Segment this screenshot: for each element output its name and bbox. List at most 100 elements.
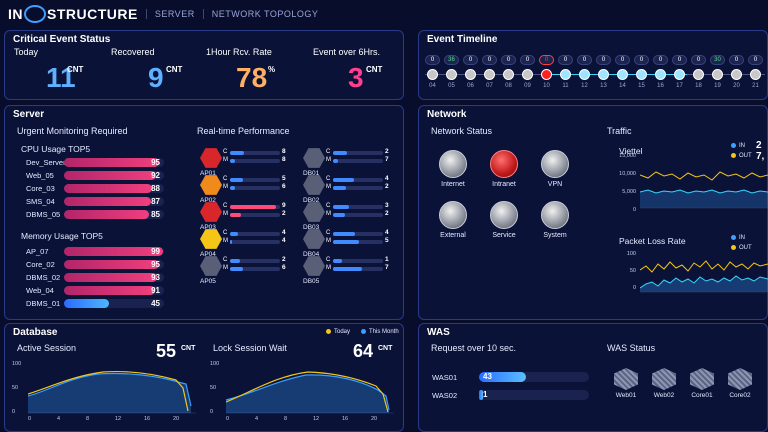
- timeline-dot[interactable]: [560, 69, 571, 80]
- was-server-web01[interactable]: Web01: [607, 368, 645, 399]
- timeline-count-badge[interactable]: 0: [672, 55, 687, 65]
- timeline-count-badge[interactable]: 0: [577, 55, 592, 65]
- mem-row[interactable]: Web_04 91: [26, 285, 171, 297]
- db-legend-month: This Month: [361, 329, 399, 335]
- server-status-hex-icon: [200, 175, 222, 195]
- was-server-web02[interactable]: Web02: [645, 368, 683, 399]
- realtime-server-ap01[interactable]: AP01 C 8 M 8: [200, 147, 295, 177]
- was-server-core01[interactable]: Core01: [683, 368, 721, 399]
- timeline-dot[interactable]: [427, 69, 438, 80]
- metric-label: M: [223, 211, 228, 217]
- lock-x-tick: 8: [284, 416, 288, 422]
- traffic-chart: [640, 171, 768, 209]
- realtime-server-ap04[interactable]: AP04 C 4 M 4: [200, 228, 295, 258]
- server-name: AP02: [200, 197, 216, 204]
- timeline-count-badge[interactable]: 0: [482, 55, 497, 65]
- mem-row[interactable]: Core_02 95: [26, 259, 171, 271]
- timeline-hour: 18: [695, 83, 702, 89]
- network-node-external[interactable]: External: [428, 201, 478, 239]
- timeline-dot[interactable]: [484, 69, 495, 80]
- metric-label: M: [223, 265, 228, 271]
- timeline-dot[interactable]: [693, 69, 704, 80]
- timeline-dot[interactable]: [579, 69, 590, 80]
- timeline-count-badge[interactable]: 0: [615, 55, 630, 65]
- timeline-dot[interactable]: [541, 69, 552, 80]
- bar-label: SMS_04: [26, 197, 55, 206]
- bar-value: 93: [151, 273, 160, 282]
- metric-value: 6: [282, 264, 286, 271]
- active-x-tick: 20: [173, 416, 180, 422]
- timeline-dot[interactable]: [465, 69, 476, 80]
- timeline-dot[interactable]: [598, 69, 609, 80]
- server-cube-icon: [728, 368, 752, 390]
- timeline-count-badge[interactable]: 0: [691, 55, 706, 65]
- timeline-hour: 07: [486, 83, 493, 89]
- timeline-count-badge[interactable]: 0: [558, 55, 573, 65]
- timeline-dot[interactable]: [522, 69, 533, 80]
- realtime-server-db04[interactable]: DB04 C 4 M 5: [303, 228, 398, 258]
- server-status-hex-icon: [200, 148, 222, 168]
- timeline-count-badge[interactable]: 0: [501, 55, 516, 65]
- timeline-hour: 14: [619, 83, 626, 89]
- mem-row[interactable]: AP_07 99: [26, 246, 171, 258]
- mem-row[interactable]: DBMS_02 93: [26, 272, 171, 284]
- realtime-server-db03[interactable]: DB03 C 3 M 2: [303, 201, 398, 231]
- realtime-server-db05[interactable]: DB05 C 1 M 7: [303, 255, 398, 285]
- timeline-dot[interactable]: [655, 69, 666, 80]
- timeline-dot[interactable]: [617, 69, 628, 80]
- nav-server[interactable]: SERVER: [145, 9, 195, 19]
- bar-fill: [64, 158, 159, 167]
- timeline-count-badge[interactable]: 0: [748, 55, 763, 65]
- timeline-dot[interactable]: [503, 69, 514, 80]
- timeline-count-badge[interactable]: 0: [425, 55, 440, 65]
- timeline-count-badge[interactable]: 0: [463, 55, 478, 65]
- traffic-line-out: [640, 171, 768, 181]
- was-request-row[interactable]: WAS01 43: [432, 371, 592, 383]
- server-name: DB03: [303, 224, 320, 231]
- cpu-row[interactable]: DBMS_05 85: [26, 209, 171, 221]
- network-node-system[interactable]: System: [530, 201, 580, 239]
- cpu-row[interactable]: Web_05 92: [26, 170, 171, 182]
- timeline-count-badge[interactable]: 0: [653, 55, 668, 65]
- timeline-count-badge[interactable]: 0: [729, 55, 744, 65]
- mem-row[interactable]: DBMS_01 45: [26, 298, 171, 310]
- timeline-dot[interactable]: [636, 69, 647, 80]
- timeline-count-badge[interactable]: 0: [520, 55, 535, 65]
- realtime-server-db01[interactable]: DB01 C 2 M 7: [303, 147, 398, 177]
- timeline-count-badge[interactable]: 0: [596, 55, 611, 65]
- realtime-server-ap03[interactable]: AP03 C 9 M 2: [200, 201, 295, 231]
- realtime-server-ap05[interactable]: AP05 C 2 M 6: [200, 255, 295, 285]
- timeline-count-badge[interactable]: 30: [710, 55, 725, 65]
- traffic-legend-out: OUT: [731, 153, 752, 159]
- timeline-dot[interactable]: [750, 69, 761, 80]
- network-node-internet[interactable]: Internet: [428, 150, 478, 188]
- realtime-server-ap02[interactable]: AP02 C 5 M 6: [200, 174, 295, 204]
- metric-track: [333, 151, 383, 155]
- metric-fill: [230, 186, 235, 190]
- bar-fill: [64, 197, 151, 206]
- timeline-count-badge[interactable]: 0: [539, 55, 554, 65]
- cpu-row[interactable]: Dev_Server 95: [26, 157, 171, 169]
- was-request-row[interactable]: WAS02 1: [432, 389, 592, 401]
- y-tick: 50: [629, 268, 636, 274]
- metric-label: C: [223, 149, 228, 155]
- app-logo[interactable]: IN STRUCTURE: [8, 5, 138, 23]
- metric-track: [333, 178, 383, 182]
- network-node-service[interactable]: Service: [479, 201, 529, 239]
- cpu-row[interactable]: SMS_04 87: [26, 196, 171, 208]
- lock-session-title: Lock Session Wait: [213, 343, 287, 353]
- network-node-intranet[interactable]: Intranet: [479, 150, 529, 188]
- realtime-server-db02[interactable]: DB02 C 4 M 2: [303, 174, 398, 204]
- was-server-core02[interactable]: Core02: [721, 368, 759, 399]
- globe-icon: [490, 201, 518, 229]
- timeline-dot[interactable]: [731, 69, 742, 80]
- network-node-vpn[interactable]: VPN: [530, 150, 580, 188]
- timeline-dot[interactable]: [674, 69, 685, 80]
- timeline-dot[interactable]: [712, 69, 723, 80]
- timeline-dot[interactable]: [446, 69, 457, 80]
- timeline-count-badge[interactable]: 0: [634, 55, 649, 65]
- loss-area-in: [640, 276, 768, 292]
- cpu-row[interactable]: Core_03 88: [26, 183, 171, 195]
- timeline-count-badge[interactable]: 36: [444, 55, 459, 65]
- nav-network-topology[interactable]: NETWORK TOPOLOGY: [202, 9, 319, 19]
